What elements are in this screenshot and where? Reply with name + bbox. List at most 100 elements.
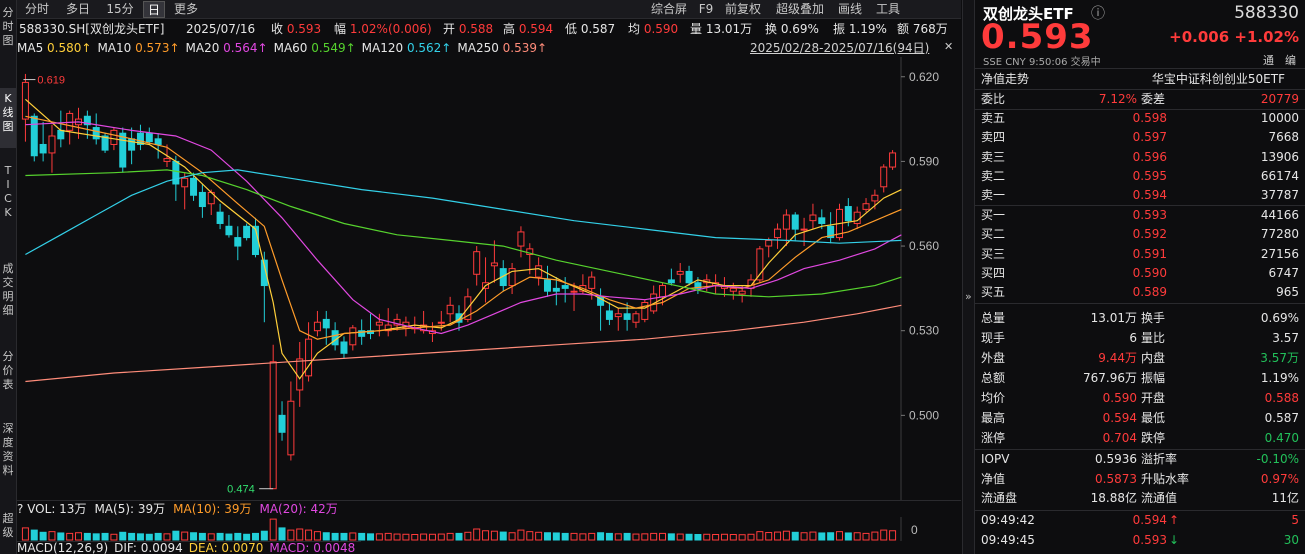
bid-row[interactable]: 买四 0.590 6747 <box>975 264 1305 283</box>
ask-row[interactable]: 卖四 0.597 7668 <box>975 128 1305 147</box>
candle-body[interactable] <box>605 310 613 320</box>
toolbar-button-5[interactable]: 工具 <box>875 2 900 16</box>
candle-body[interactable] <box>455 313 463 323</box>
candle-body[interactable] <box>110 129 118 145</box>
nav-trend-link[interactable]: 净值走势 <box>981 72 1030 86</box>
candle-body[interactable] <box>190 177 198 196</box>
candle-body[interactable] <box>287 400 295 456</box>
candle-body[interactable] <box>331 330 339 346</box>
candle-body[interactable] <box>136 132 144 145</box>
candle-body[interactable] <box>526 248 534 256</box>
sidebar-tab-4[interactable]: 分 价 表 <box>2 350 14 391</box>
candle-body[interactable] <box>844 206 852 222</box>
candle-body[interactable] <box>181 177 189 188</box>
candle-body[interactable] <box>827 225 835 239</box>
collapse-icon[interactable]: » <box>965 290 972 303</box>
ask-row[interactable]: 卖五 0.598 10000 <box>975 109 1305 128</box>
candle-body[interactable] <box>278 414 286 433</box>
period-tab-0[interactable]: 分时 <box>24 2 49 16</box>
candle-body[interactable] <box>517 231 525 247</box>
candle-body[interactable] <box>685 270 693 284</box>
sidebar-tab-0[interactable]: 分 时 图 <box>2 6 14 47</box>
help-icon[interactable]: ? <box>17 502 28 516</box>
date-range-label[interactable]: 2025/02/28-2025/07/16(94日) <box>750 41 930 55</box>
period-tab-3[interactable]: 日 <box>143 1 165 18</box>
bid-row[interactable]: 买三 0.591 27156 <box>975 245 1305 264</box>
toolbar-button-4[interactable]: 画线 <box>837 2 862 16</box>
sidebar-tab-1[interactable]: K 线 图 <box>0 88 16 148</box>
candle-body[interactable] <box>880 166 888 188</box>
candle-body[interactable] <box>756 248 764 281</box>
candle-body[interactable] <box>738 290 746 295</box>
candle-body[interactable] <box>659 285 667 298</box>
candle-body[interactable] <box>216 211 224 224</box>
candle-body[interactable] <box>101 135 109 151</box>
candle-body[interactable] <box>349 327 357 346</box>
candle-body[interactable] <box>128 138 136 151</box>
volume-chart[interactable]: 0 <box>17 517 961 541</box>
candle-body[interactable] <box>163 158 171 162</box>
candle-body[interactable] <box>154 138 162 145</box>
candle-body[interactable] <box>862 203 870 210</box>
candle-body[interactable] <box>889 152 897 168</box>
candle-body[interactable] <box>313 321 321 332</box>
candle-body[interactable] <box>561 285 569 289</box>
period-tab-2[interactable]: 15分 <box>106 2 134 16</box>
candle-body[interactable] <box>393 318 401 326</box>
kline-chart[interactable]: 0.620 0.590 0.560 0.530 0.500 0.619 0.474 <box>17 57 961 500</box>
candle-body[interactable] <box>765 239 773 247</box>
panel-collapse-bar[interactable]: » <box>962 0 975 554</box>
bid-row[interactable]: 买一 0.593 44166 <box>975 206 1305 225</box>
ask-row[interactable]: 卖三 0.596 13906 <box>975 148 1305 167</box>
candle-body[interactable] <box>782 214 790 230</box>
candle-body[interactable] <box>535 265 543 278</box>
pin-icon[interactable]: ✕ <box>944 40 954 53</box>
sidebar-tab-3[interactable]: 成 交 明 细 <box>2 262 14 317</box>
candle-body[interactable] <box>119 132 127 168</box>
candle-body[interactable] <box>57 129 65 140</box>
candle-body[interactable] <box>225 225 233 236</box>
candle-body[interactable] <box>729 287 737 292</box>
candle-body[interactable] <box>818 217 826 224</box>
candle-body[interactable] <box>588 276 596 289</box>
tong-badge[interactable]: 通 <box>1263 54 1274 67</box>
candle-body[interactable] <box>774 228 782 239</box>
candle-body[interactable] <box>446 304 454 315</box>
candle-body[interactable] <box>145 132 153 143</box>
candle-body[interactable] <box>375 321 383 326</box>
candle-body[interactable] <box>234 237 242 247</box>
candle-body[interactable] <box>614 313 622 318</box>
candle-body[interactable] <box>243 225 251 239</box>
candle-body[interactable] <box>543 279 551 292</box>
nav-row[interactable]: 净值走势 华宝中证科创创业50ETF <box>975 70 1305 89</box>
candle-body[interactable] <box>597 296 605 306</box>
toolbar-button-2[interactable]: 前复权 <box>724 2 761 16</box>
candle-body[interactable] <box>809 214 817 222</box>
candle-body[interactable] <box>340 341 348 354</box>
candle-body[interactable] <box>552 287 560 292</box>
candle-body[interactable] <box>791 214 799 230</box>
sidebar-tab-2[interactable]: T I C K <box>4 164 12 219</box>
candle-body[interactable] <box>358 330 366 337</box>
candle-body[interactable] <box>48 135 56 154</box>
candle-body[interactable] <box>694 282 702 289</box>
candle-body[interactable] <box>473 251 481 275</box>
candle-body[interactable] <box>83 115 91 126</box>
ask-row[interactable]: 卖二 0.595 66174 <box>975 167 1305 186</box>
toolbar-button-3[interactable]: 超级叠加 <box>775 2 824 16</box>
candle-body[interactable] <box>632 313 640 323</box>
sidebar-tab-5[interactable]: 深 度 资 料 <box>2 422 14 477</box>
candle-body[interactable] <box>30 115 38 157</box>
candle-body[interactable] <box>800 228 808 231</box>
edit-badge[interactable]: 编 <box>1285 54 1296 67</box>
period-tab-4[interactable]: 更多 <box>173 2 198 16</box>
candle-body[interactable] <box>260 259 268 287</box>
toolbar-button-0[interactable]: 综合屏 <box>650 2 687 16</box>
candle-body[interactable] <box>296 358 304 391</box>
candle-body[interactable] <box>198 191 206 208</box>
bid-row[interactable]: 买五 0.589 965 <box>975 283 1305 302</box>
candle-body[interactable] <box>39 143 47 154</box>
candle-body[interactable] <box>305 338 313 377</box>
candle-body[interactable] <box>641 301 649 320</box>
candle-body[interactable] <box>437 321 445 324</box>
